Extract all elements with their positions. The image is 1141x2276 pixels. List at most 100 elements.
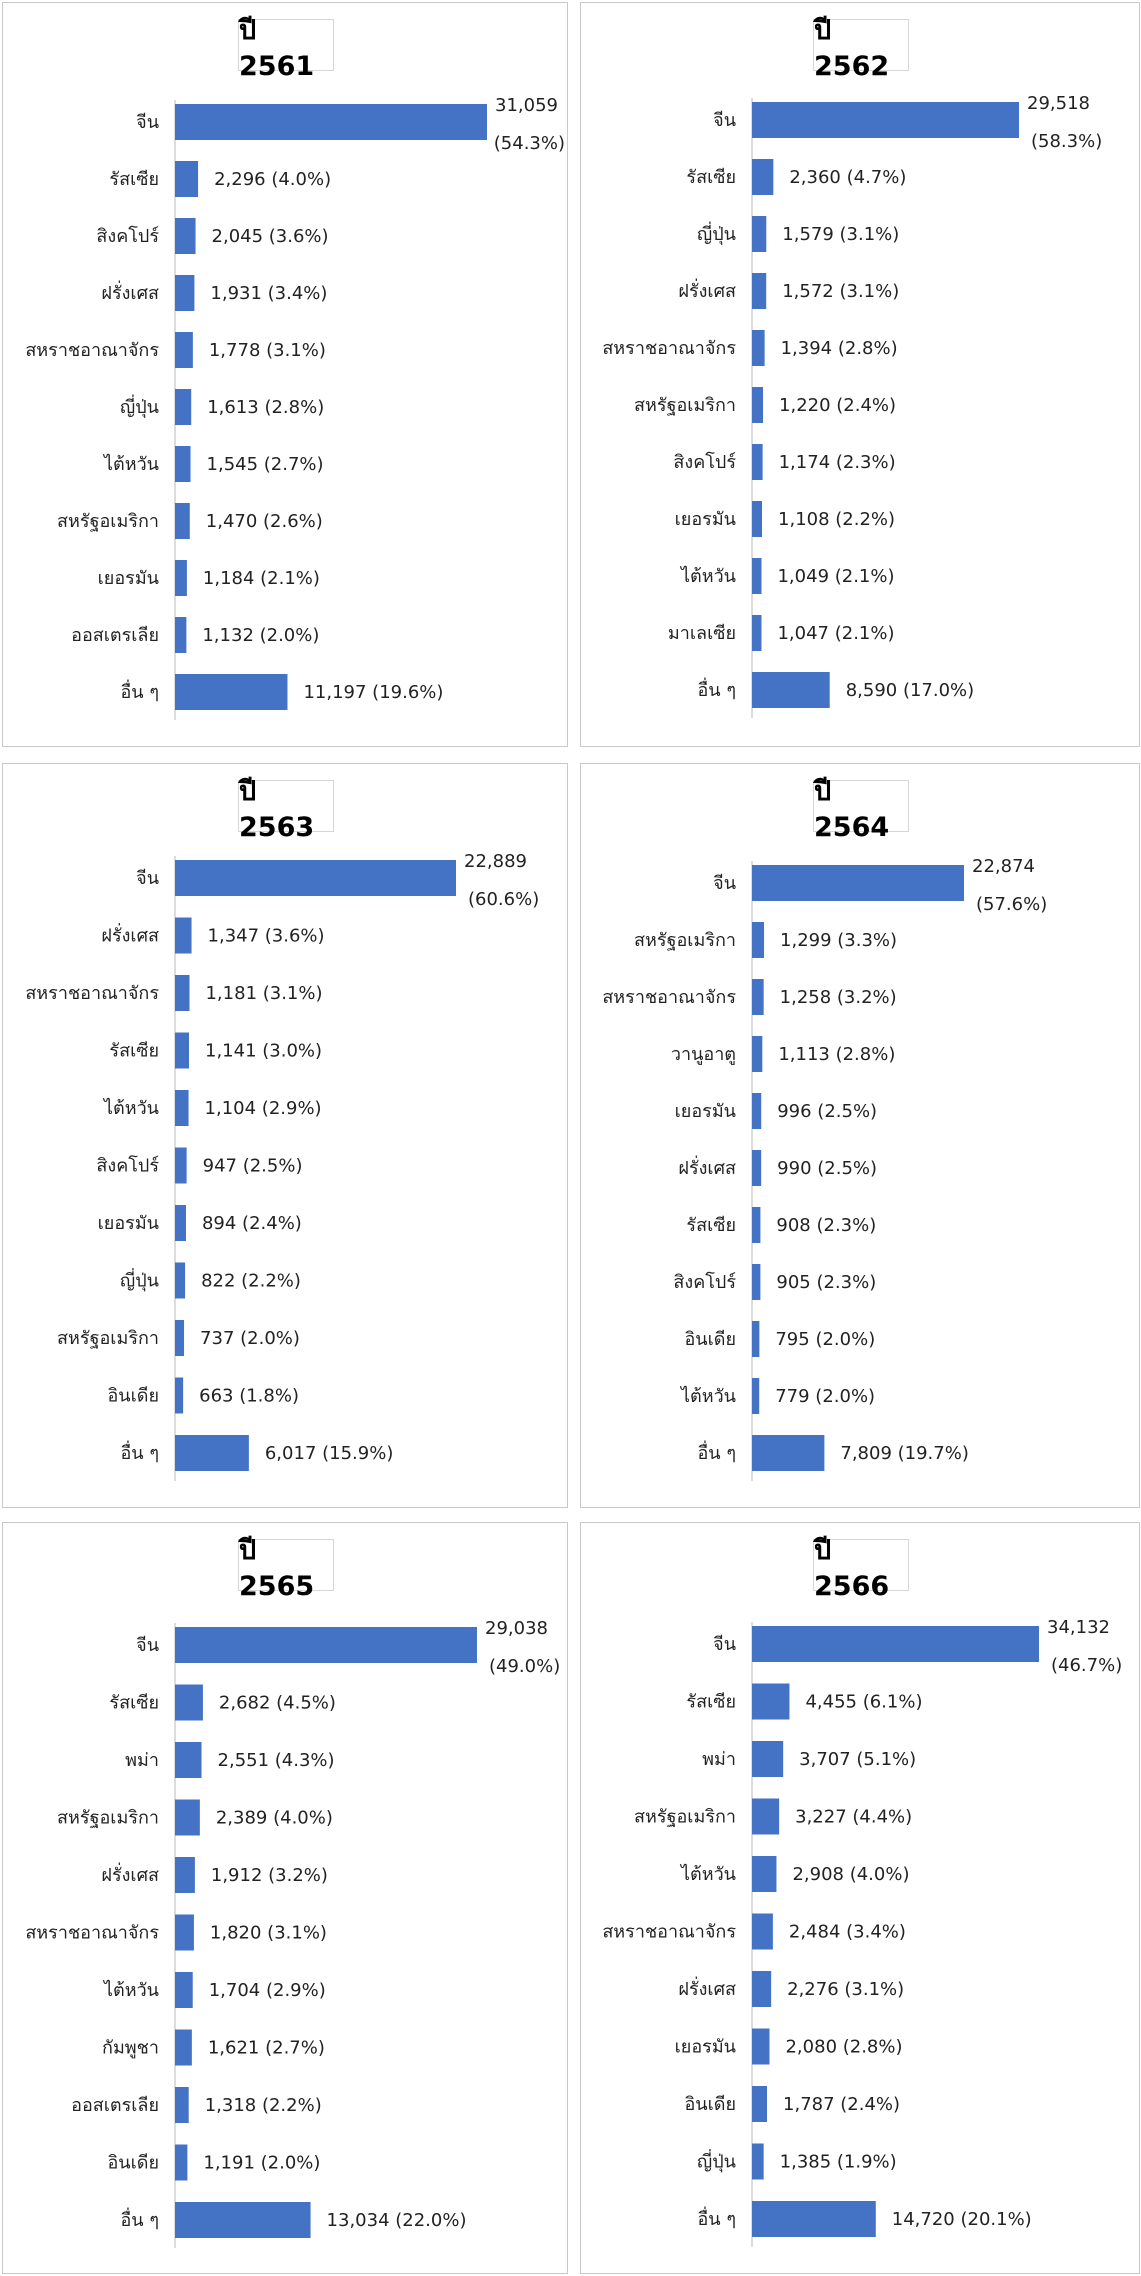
category-label: สหรัฐอเมริกา bbox=[634, 1807, 736, 1828]
chart-title: ปี 2564 bbox=[813, 776, 909, 843]
category-label: อินเดีย bbox=[107, 1386, 159, 1407]
bar bbox=[752, 1036, 763, 1072]
bar bbox=[752, 1321, 760, 1357]
bar bbox=[175, 560, 187, 596]
category-label: ไต้หวัน bbox=[102, 453, 159, 475]
category-label: สหรัฐอเมริกา bbox=[57, 511, 159, 532]
chart-panel: ปี 2563 จีน 22,889 (60.6%) ฝรั่งเศส 1,347 (3.… bbox=[2, 763, 568, 1508]
category-label: สิงคโปร์ bbox=[673, 451, 736, 473]
data-label: 905 (2.3%) bbox=[776, 1272, 876, 1293]
category-label: สหราชอาณาจักร bbox=[25, 1923, 159, 1944]
category-label: ไต้หวัน bbox=[679, 565, 736, 587]
data-label: 947 (2.5%) bbox=[203, 1156, 303, 1177]
bar bbox=[752, 2086, 768, 2122]
category-label: สหราชอาณาจักร bbox=[602, 338, 736, 359]
data-label: 1,049 (2.1%) bbox=[777, 566, 894, 587]
category-label: สหรัฐอเมริกา bbox=[57, 1328, 159, 1349]
data-label: 13,034 (22.0%) bbox=[327, 2210, 467, 2231]
bar bbox=[175, 332, 193, 368]
data-label: 31,059 bbox=[495, 95, 558, 116]
chart-panel: ปี 2561 จีน 31,059 (54.3%) รัสเซีย 2,296 (4.0… bbox=[2, 2, 568, 747]
category-label: เยอรมัน bbox=[98, 568, 159, 589]
category-label: สหรัฐอเมริกา bbox=[57, 1808, 159, 1829]
data-label: 1,912 (3.2%) bbox=[211, 1865, 328, 1886]
data-label-percent: (57.6%) bbox=[976, 894, 1047, 915]
data-label: 1,113 (2.8%) bbox=[778, 1044, 895, 1065]
data-label: 1,470 (2.6%) bbox=[206, 511, 323, 532]
category-label: สหรัฐอเมริกา bbox=[634, 395, 736, 416]
bar bbox=[175, 1742, 202, 1778]
category-label: เยอรมัน bbox=[675, 509, 736, 530]
data-label: 1,385 (1.9%) bbox=[780, 2152, 897, 2173]
bar-chart: จีน 22,889 (60.6%) ฝรั่งเศส 1,347 (3.6%) สหรา… bbox=[25, 851, 539, 1481]
bar bbox=[752, 1207, 761, 1243]
category-label: ญี่ปุ่น bbox=[697, 221, 736, 245]
data-label: 1,174 (2.3%) bbox=[779, 452, 896, 473]
category-label: ไต้หวัน bbox=[102, 1097, 159, 1119]
category-label: เยอรมัน bbox=[675, 2037, 736, 2058]
bar bbox=[175, 104, 487, 140]
category-label: สิงคโปร์ bbox=[96, 1155, 159, 1177]
data-label: 1,613 (2.8%) bbox=[207, 397, 324, 418]
category-label: ออสเตรเลีย bbox=[71, 625, 159, 646]
data-label: 779 (2.0%) bbox=[775, 1386, 875, 1407]
category-label: สหราชอาณาจักร bbox=[602, 1922, 736, 1943]
category-label: รัสเซีย bbox=[109, 169, 159, 190]
category-label: ฝรั่งเศส bbox=[101, 923, 159, 947]
data-label-percent: (60.6%) bbox=[468, 889, 539, 910]
bar bbox=[175, 1320, 185, 1356]
category-label: ฝรั่งเศส bbox=[101, 1862, 159, 1886]
data-label: 1,704 (2.9%) bbox=[209, 1980, 326, 2001]
category-label: เยอรมัน bbox=[675, 1101, 736, 1122]
bar bbox=[752, 216, 767, 252]
category-label: พม่า bbox=[702, 1749, 736, 1770]
data-label: 1,394 (2.8%) bbox=[781, 338, 898, 359]
bar bbox=[752, 672, 830, 708]
bar bbox=[752, 330, 765, 366]
data-label: 6,017 (15.9%) bbox=[265, 1443, 393, 1464]
data-label: 29,518 bbox=[1027, 93, 1090, 114]
bar bbox=[752, 865, 964, 901]
data-label: 22,889 bbox=[464, 851, 527, 872]
data-label: 2,551 (4.3%) bbox=[218, 1750, 335, 1771]
data-label: 663 (1.8%) bbox=[199, 1386, 299, 1407]
category-label: สิงคโปร์ bbox=[673, 1271, 736, 1293]
data-label: 990 (2.5%) bbox=[777, 1158, 877, 1179]
bar bbox=[175, 503, 190, 539]
data-label: 4,455 (6.1%) bbox=[805, 1692, 922, 1713]
category-label: ไต้หวัน bbox=[679, 1863, 736, 1885]
category-label: วานูอาตู bbox=[671, 1044, 736, 1065]
category-label: อื่น ๆ bbox=[120, 1440, 159, 1464]
bar bbox=[752, 1435, 825, 1471]
category-label: อื่น ๆ bbox=[697, 677, 736, 701]
bar bbox=[752, 273, 767, 309]
bar-chart: จีน 34,132 (46.7%) รัสเซีย 4,455 (6.1%) พม่า 3… bbox=[602, 1617, 1122, 2247]
category-label: สหราชอาณาจักร bbox=[25, 340, 159, 361]
category-label: อื่น ๆ bbox=[120, 2207, 159, 2231]
bar bbox=[175, 1262, 186, 1299]
data-label: 22,874 bbox=[972, 856, 1035, 877]
data-label: 1,778 (3.1%) bbox=[209, 340, 326, 361]
data-label: 996 (2.5%) bbox=[777, 1101, 877, 1122]
chart-panel: ปี 2566 จีน 34,132 (46.7%) รัสเซีย 4,455 (6.1… bbox=[580, 1522, 1140, 2274]
data-label: 7,809 (19.7%) bbox=[840, 1443, 968, 1464]
bar bbox=[175, 275, 195, 311]
category-label: สหราชอาณาจักร bbox=[25, 983, 159, 1004]
data-label: 737 (2.0%) bbox=[200, 1328, 300, 1349]
category-label: จีน bbox=[713, 873, 736, 894]
category-label: อินเดีย bbox=[684, 1329, 736, 1350]
data-label: 3,707 (5.1%) bbox=[799, 1749, 916, 1770]
category-label: จีน bbox=[713, 1634, 736, 1655]
bar bbox=[752, 2143, 764, 2180]
bar bbox=[175, 1857, 195, 1893]
category-label: อินเดีย bbox=[684, 2094, 736, 2115]
data-label: 795 (2.0%) bbox=[775, 1329, 875, 1350]
bar bbox=[752, 979, 764, 1015]
category-label: จีน bbox=[713, 110, 736, 131]
bar bbox=[752, 444, 763, 480]
chart-panel: ปี 2564 จีน 22,874 (57.6%) สหรัฐอเมริกา 1,299… bbox=[580, 763, 1140, 1508]
data-label: 2,484 (3.4%) bbox=[789, 1922, 906, 1943]
data-label: 1,318 (2.2%) bbox=[205, 2095, 322, 2116]
bar bbox=[752, 558, 762, 594]
bar bbox=[175, 674, 288, 710]
